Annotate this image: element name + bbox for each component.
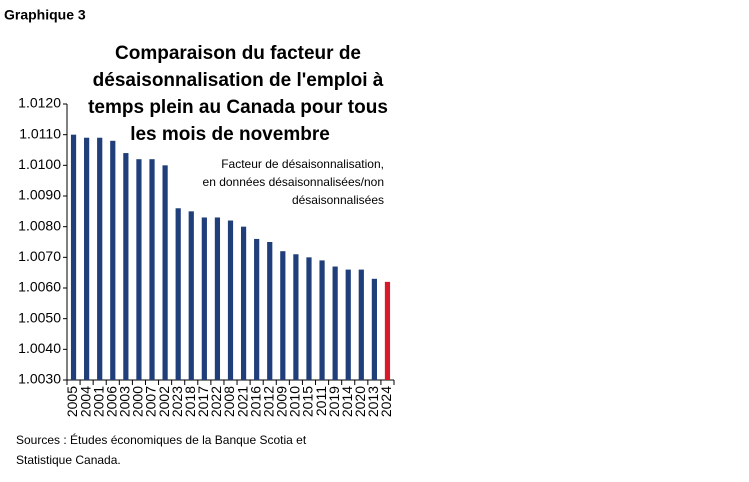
- x-tick-label: 2024: [378, 386, 394, 417]
- title-line: les mois de novembre: [130, 124, 330, 145]
- bar: [358, 269, 364, 380]
- x-tick-label: 2016: [247, 386, 263, 417]
- y-tick-label: 1.0070: [18, 248, 61, 264]
- chart-label: Graphique 3: [4, 7, 86, 23]
- bar: [149, 159, 155, 380]
- x-tick-label: 2015: [300, 386, 316, 417]
- bar: [319, 260, 325, 380]
- annotation-line: désaisonnalisées: [292, 193, 384, 207]
- source-line: Statistique Canada.: [16, 453, 121, 467]
- bar: [306, 257, 312, 380]
- y-tick-label: 1.0050: [18, 309, 61, 325]
- bar: [267, 242, 273, 380]
- x-tick-label: 2005: [64, 386, 80, 417]
- x-tick-label: 2020: [352, 386, 368, 417]
- x-tick-label: 2009: [274, 386, 290, 417]
- y-tick-label: 1.0090: [18, 187, 61, 203]
- x-tick-label: 2002: [156, 386, 172, 417]
- annotation-line: Facteur de désaisonnalisation,: [221, 157, 384, 171]
- annotation-line: en données désaisonnalisées/non: [203, 175, 384, 189]
- x-tick-label: 2007: [143, 386, 159, 417]
- bar: [162, 165, 168, 380]
- source-line: Sources : Études économiques de la Banqu…: [16, 432, 307, 447]
- x-tick-label: 2014: [339, 386, 355, 417]
- bar: [227, 220, 234, 380]
- y-tick-label: 1.0030: [18, 371, 61, 387]
- bar: [201, 217, 207, 380]
- x-tick-label: 2008: [221, 386, 237, 417]
- bar: [188, 211, 194, 380]
- bar: [280, 251, 286, 380]
- bar: [175, 208, 181, 380]
- y-tick-label: 1.0120: [18, 95, 61, 111]
- title: Comparaison du facteur de désaisonnalisa…: [88, 43, 388, 145]
- bar: [70, 134, 77, 380]
- y-tick-label: 1.0110: [19, 125, 61, 141]
- title-line: Comparaison du facteur de: [115, 43, 361, 64]
- bar: [345, 269, 351, 380]
- x-tick-label: 2011: [313, 386, 329, 416]
- x-tick-label: 2004: [77, 386, 93, 417]
- bar: [123, 153, 129, 380]
- bar: [293, 254, 299, 380]
- y-tick-label: 1.0040: [18, 340, 61, 356]
- bar: [332, 266, 338, 380]
- bar: [136, 159, 142, 380]
- bar: [371, 278, 377, 380]
- x-tick-label: 2001: [90, 386, 106, 417]
- bar: [240, 226, 247, 380]
- x-tick-label: 2023: [169, 386, 185, 417]
- x-tick-label: 2022: [208, 386, 224, 417]
- bar: [97, 137, 103, 380]
- x-tick-label: 2006: [103, 386, 119, 417]
- title-line: temps plein au Canada pour tous: [88, 97, 388, 118]
- x-tick-label: 2013: [365, 386, 381, 417]
- bar: [84, 137, 90, 380]
- x-tick-label: 2000: [130, 386, 146, 417]
- x-tick-label: 2017: [195, 386, 211, 417]
- x-tick-label: 2012: [260, 386, 276, 417]
- y-tick-label: 1.0080: [18, 217, 61, 233]
- annotation: Facteur de désaisonnalisation, en donnée…: [203, 157, 384, 207]
- bar: [254, 238, 260, 380]
- x-tick-label: 2021: [234, 386, 250, 417]
- bar: [110, 140, 116, 380]
- x-tick-label: 2010: [287, 386, 303, 417]
- x-tick-label: 2018: [182, 386, 198, 417]
- y-tick-label: 1.0060: [18, 279, 61, 295]
- y-tick-label: 1.0100: [18, 156, 61, 172]
- bar: [384, 281, 391, 380]
- x-tick-label: 2019: [326, 386, 342, 417]
- title-line: désaisonnalisation de l'emploi à: [93, 70, 384, 91]
- x-tick-label: 2003: [117, 386, 133, 417]
- bar: [214, 217, 221, 380]
